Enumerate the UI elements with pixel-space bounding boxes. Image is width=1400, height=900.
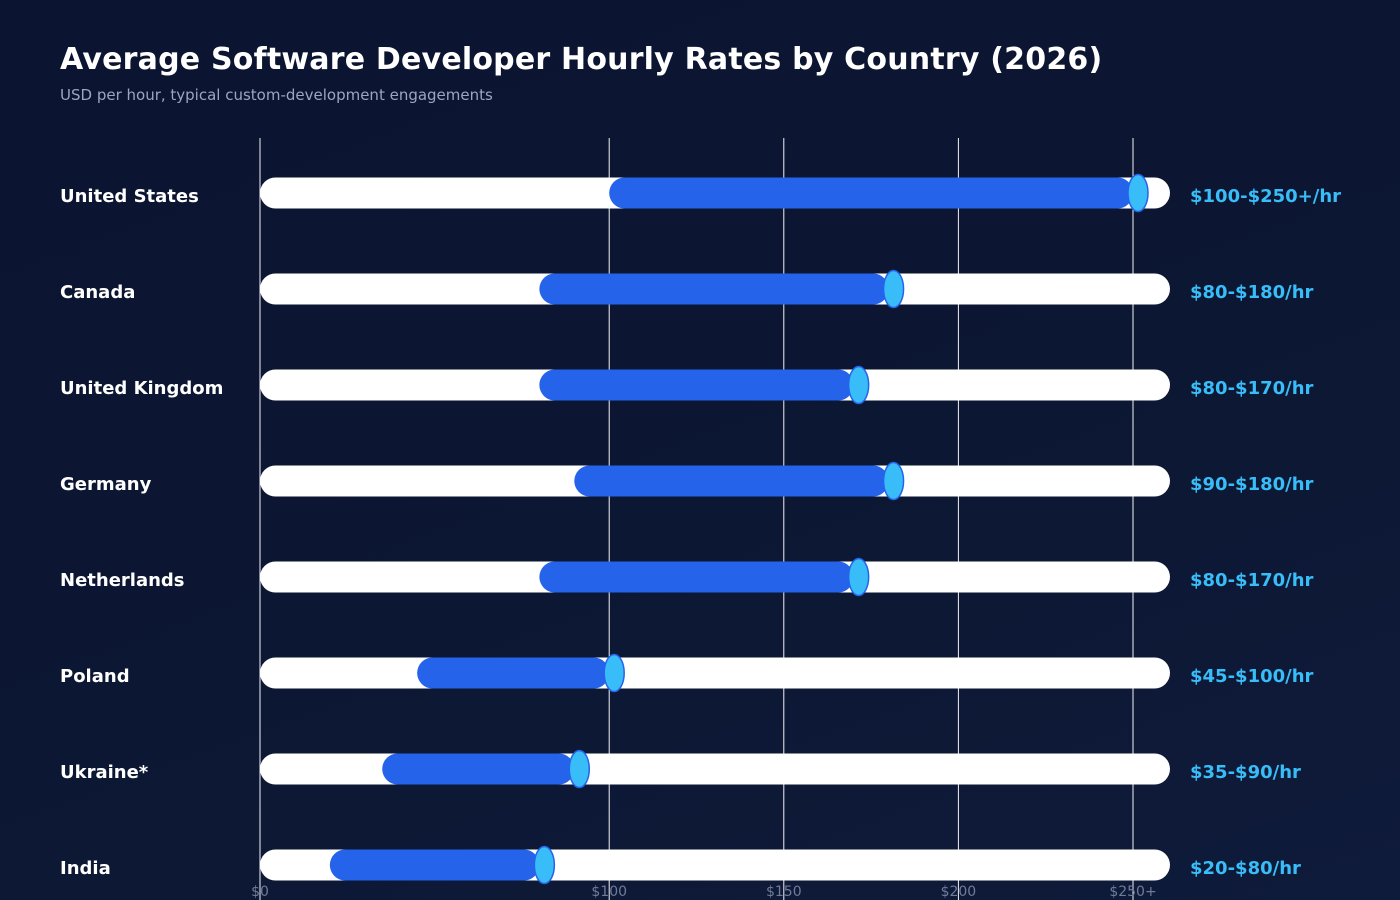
x-tick-label: $250+: [1109, 884, 1156, 900]
range-bar: [382, 753, 575, 785]
bar-track: [260, 657, 1170, 689]
range-value-label: $80-$170/hr: [1190, 570, 1314, 591]
chart-row: Netherlands $80-$170/hr: [60, 557, 1314, 597]
gridlines: [259, 138, 1134, 900]
range-end-marker: [882, 461, 905, 501]
chart-row: United Kingdom $80-$170/hr: [60, 365, 1314, 405]
range-bar: [417, 657, 610, 689]
range-end-marker: [603, 653, 625, 693]
country-label: Ukraine*: [60, 762, 149, 783]
x-tick-label: $0: [251, 884, 269, 900]
country-label: Canada: [60, 282, 135, 303]
chart-subtitle: USD per hour, typical custom-development…: [60, 86, 493, 104]
range-bar: [539, 561, 854, 593]
x-tick-label: $150: [766, 884, 802, 900]
chart-row: Germany $90-$180/hr: [60, 461, 1314, 501]
range-value-label: $100-$250+/hr: [1190, 186, 1341, 207]
country-label: Poland: [60, 666, 130, 687]
range-value-label: $35-$90/hr: [1190, 762, 1301, 783]
range-value-label: $80-$170/hr: [1190, 378, 1314, 399]
x-tick-label: $200: [941, 884, 977, 900]
country-label: Netherlands: [60, 570, 185, 591]
chart-title: Average Software Developer Hourly Rates …: [60, 42, 1103, 77]
chart-rows: United States $100-$250+/hr Canada $80-$180…: [60, 173, 1341, 885]
chart-row: Poland $45-$100/hr: [60, 653, 1314, 693]
range-end-marker: [847, 557, 870, 597]
range-bar: [574, 465, 889, 497]
range-value-label: $20-$80/hr: [1190, 858, 1301, 879]
range-value-label: $45-$100/hr: [1190, 666, 1314, 687]
range-end-marker: [1127, 173, 1149, 213]
range-bar: [539, 369, 854, 401]
country-label: Germany: [60, 474, 152, 495]
x-tick-label: $100: [591, 884, 627, 900]
range-end-marker: [847, 365, 870, 405]
range-bar: [539, 273, 889, 305]
chart-row: Canada $80-$180/hr: [60, 269, 1314, 309]
range-value-label: $90-$180/hr: [1190, 474, 1314, 495]
range-end-marker: [882, 269, 905, 309]
range-bar: [329, 849, 540, 881]
country-label: India: [60, 858, 111, 879]
range-end-marker: [533, 845, 556, 885]
range-end-marker: [568, 749, 591, 789]
range-bar: [609, 177, 1133, 209]
range-value-label: $80-$180/hr: [1190, 282, 1314, 303]
chart-row: Ukraine* $35-$90/hr: [60, 749, 1301, 789]
country-label: United Kingdom: [60, 378, 223, 399]
country-label: United States: [60, 186, 199, 207]
chart-row: India $20-$80/hr: [60, 845, 1301, 885]
chart-row: United States $100-$250+/hr: [60, 173, 1341, 213]
x-axis-ticks: $0 $100 $150 $200 $250+: [251, 884, 1157, 900]
